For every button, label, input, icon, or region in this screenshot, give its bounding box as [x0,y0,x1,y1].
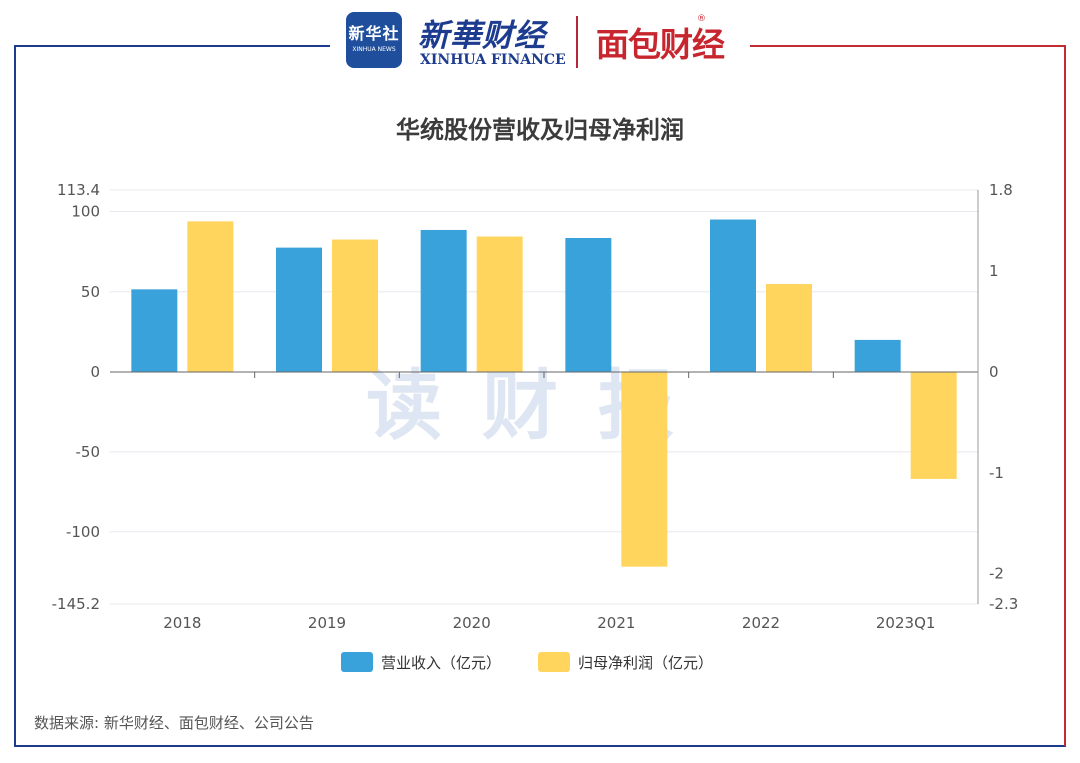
logo-main-text: 新华社 [348,24,400,43]
y-right-tick-label: -1 [989,464,1004,482]
bars-layer [131,219,957,567]
bar-revenue [854,339,901,372]
y-left-tick-label: 0 [90,363,100,381]
legend-label-revenue: 营业收入（亿元） [381,653,502,672]
x-tick-label: 2021 [597,614,635,632]
registered-mark: ® [697,14,706,24]
bar-profit [187,221,234,372]
legend-item-revenue[interactable]: 营业收入（亿元） [341,650,501,674]
legend-item-profit[interactable]: 归母净利润（亿元） [538,650,713,674]
bar-revenue [420,229,467,372]
bar-revenue [276,247,322,372]
x-tick-label: 2020 [453,614,491,632]
y-left-tick-label: 50 [81,283,100,301]
chart-title: 华统股份营收及归母净利润 [396,116,684,144]
brand-separator [576,16,578,68]
axis-layer [110,190,979,604]
y-left-tick-label: -100 [66,523,100,541]
grid-layer [110,189,978,605]
x-tick-label: 2018 [163,614,201,632]
logo-sub-text: XINHUA NEWS [352,46,396,53]
legend-label-profit: 归母净利润（亿元） [578,653,714,672]
y-right-tick-label: 0 [989,363,999,381]
y-left-tick-label: -145.2 [52,595,100,613]
source-note: 数据来源: 新华财经、面包财经、公司公告 [34,714,314,732]
xinhua-finance-en: XINHUA FINANCE [420,52,566,68]
xinhua-news-logo: 新华社 XINHUA NEWS [346,12,402,68]
x-tick-label: 2023Q1 [876,614,936,632]
xinhua-finance-cn: 新華财经 [418,18,546,54]
bar-profit [332,239,378,372]
x-tick-label: 2019 [308,614,346,632]
y-left-tick-label: 100 [71,203,100,221]
bar-revenue [565,237,612,372]
legend-swatch-profit [538,652,570,672]
bar-profit [476,236,523,372]
x-tick-label: 2022 [742,614,780,632]
legend-swatch-revenue [341,652,373,672]
y-right-tick-label: 1 [989,262,999,280]
bar-profit [621,372,668,567]
mianbao-caijing-logo: 面包财经 [596,25,725,64]
legend: 营业收入（亿元） 归母净利润（亿元） [0,650,1080,674]
labels-layer: 113.4 100 50 0 -50 -100 -145.2 1.8 1 0 -1 -2 -2.3 201… [52,181,1019,632]
bar-profit [766,284,812,372]
y-right-tick-label: -2 [989,565,1004,583]
y-left-tick-label: 113.4 [57,181,100,199]
bar-revenue [710,219,756,372]
bar-revenue [131,289,178,372]
bar-profit [910,372,957,479]
y-right-tick-label: -2.3 [989,595,1018,613]
y-left-tick-label: -50 [76,443,101,461]
y-right-tick-label: 1.8 [989,181,1013,199]
